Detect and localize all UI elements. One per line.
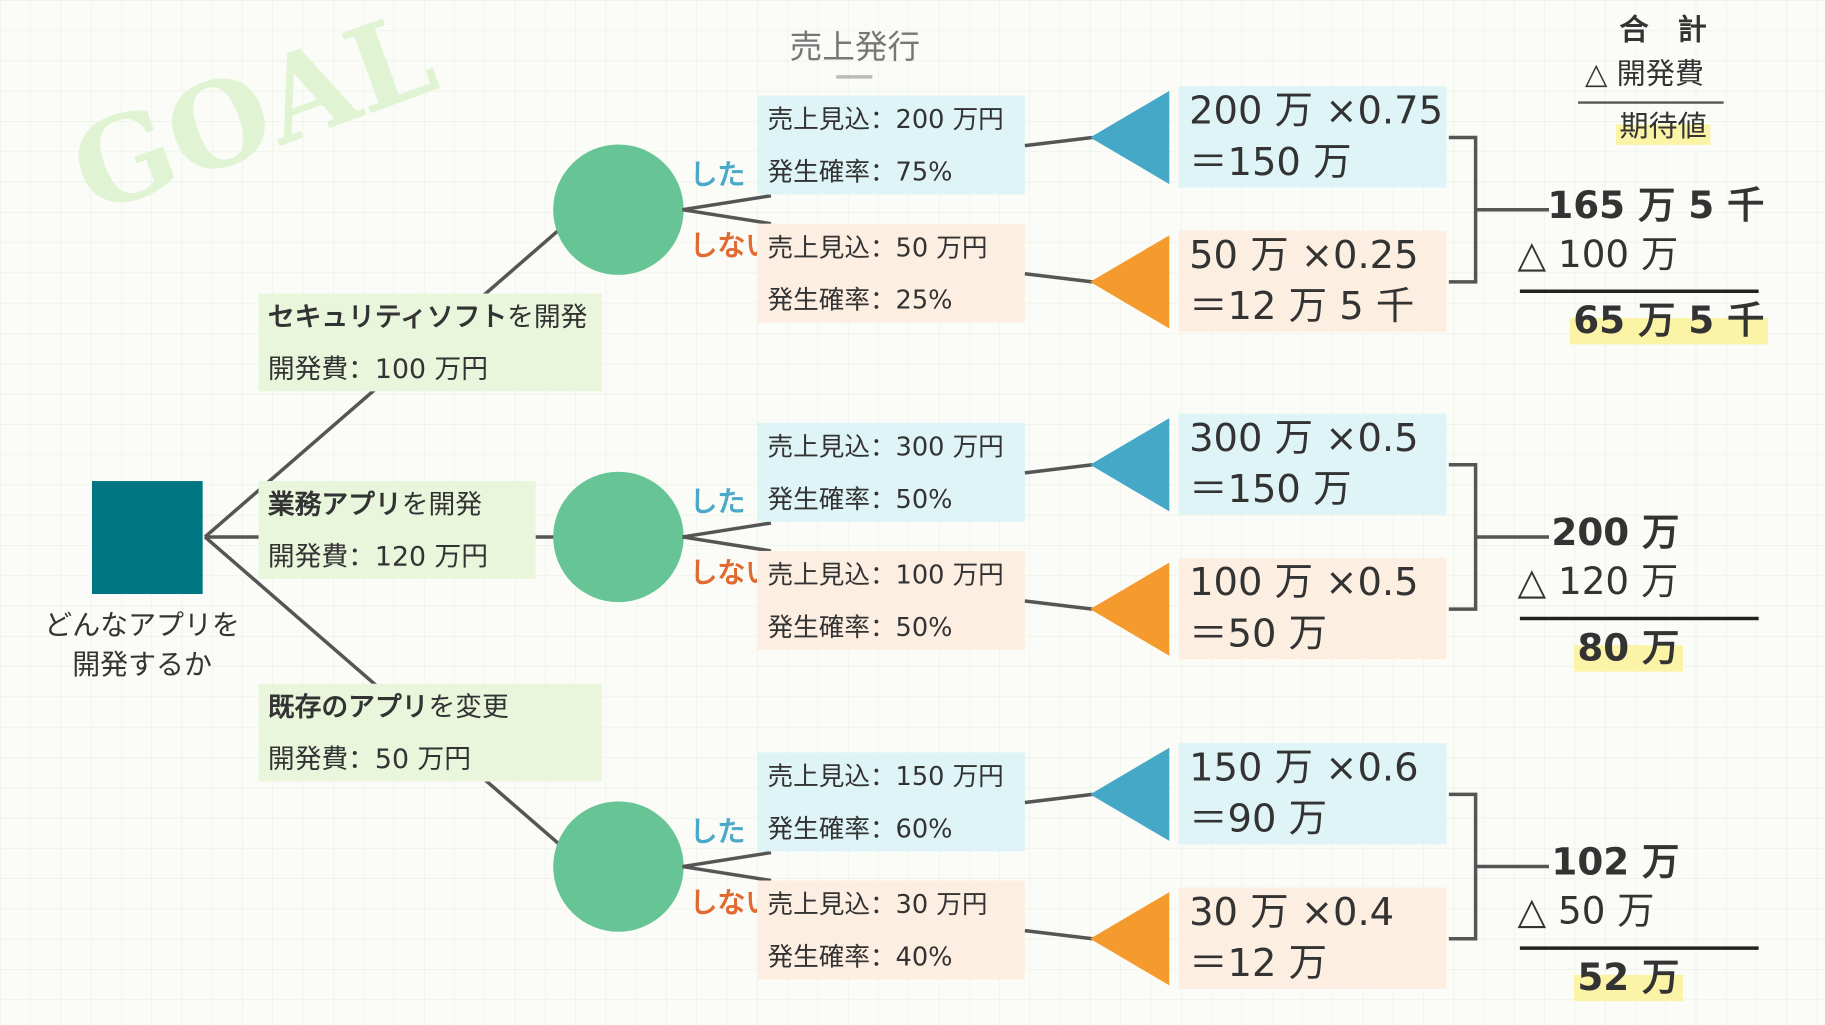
result-line bbox=[1024, 135, 1093, 148]
highlight bbox=[1573, 974, 1683, 1002]
branch-line bbox=[682, 193, 772, 212]
calc-line: 200 万 ×0.75 bbox=[1189, 89, 1443, 134]
calc-box bbox=[1178, 86, 1447, 188]
branch-sales: 売上見込：200 万円 bbox=[768, 105, 1004, 135]
result-line bbox=[1024, 792, 1093, 805]
branch-probability: 発生確率：40% bbox=[768, 943, 953, 973]
summary-header-total: 合 計 bbox=[1619, 13, 1706, 47]
end-node bbox=[1090, 418, 1170, 512]
calc-line: ＝12 万 bbox=[1189, 941, 1327, 986]
branch-probability: 発生確率：60% bbox=[768, 814, 953, 844]
option-box bbox=[258, 481, 536, 579]
option-name: セキュリティソフトを開発 bbox=[268, 302, 588, 333]
calc-line: 30 万 ×0.4 bbox=[1189, 890, 1394, 935]
bracket bbox=[1448, 135, 1549, 284]
chance-node bbox=[553, 144, 684, 275]
summary-total: 102 万 bbox=[1551, 840, 1679, 884]
calc-line: 100 万 ×0.5 bbox=[1189, 560, 1418, 605]
calc-box bbox=[1178, 230, 1447, 332]
option-name-suffix: を変更 bbox=[428, 692, 508, 723]
branch-box bbox=[757, 550, 1025, 650]
highlight bbox=[1569, 317, 1768, 345]
option-cost: 開発費：100 万円 bbox=[268, 354, 488, 385]
calc-line: ＝12 万 5 千 bbox=[1189, 284, 1414, 329]
column-header: 売上発行 bbox=[790, 28, 920, 66]
branch-line bbox=[682, 850, 772, 869]
option-name-bold: セキュリティソフト bbox=[268, 302, 507, 333]
highlight bbox=[1573, 645, 1683, 672]
calc-box bbox=[1178, 413, 1447, 515]
option-name-bold: 既存のアプリ bbox=[268, 692, 429, 723]
branch-label: した bbox=[689, 485, 745, 518]
summary-header-expected: 期待値 bbox=[1619, 109, 1706, 143]
branch-box bbox=[757, 880, 1025, 980]
branch-label: した bbox=[689, 815, 745, 848]
branch-box bbox=[757, 223, 1025, 323]
end-node bbox=[1090, 562, 1170, 656]
calc-line: ＝150 万 bbox=[1189, 467, 1351, 512]
summary-total: 165 万 5 千 bbox=[1547, 183, 1764, 227]
branch-probability: 発生確率：50% bbox=[768, 613, 953, 643]
calc-box bbox=[1178, 743, 1447, 845]
result-line bbox=[1024, 599, 1093, 611]
summary-cost: △ 50 万 bbox=[1518, 889, 1655, 933]
result-line bbox=[1024, 463, 1093, 475]
branch-probability: 発生確率：25% bbox=[768, 286, 953, 316]
branch-probability: 発生確率：50% bbox=[768, 485, 953, 515]
branch-sales: 売上見込：150 万円 bbox=[768, 762, 1004, 792]
calc-line: ＝150 万 bbox=[1189, 140, 1351, 185]
calc-box bbox=[1178, 887, 1447, 989]
summary-total: 200 万 bbox=[1551, 510, 1679, 554]
calc-line: ＝50 万 bbox=[1189, 611, 1327, 656]
branch-sales: 売上見込：30 万円 bbox=[768, 890, 988, 920]
calc-line: ＝90 万 bbox=[1189, 797, 1327, 842]
branch-box bbox=[757, 422, 1025, 522]
root-label: 開発するか bbox=[72, 648, 212, 681]
branch-probability: 発生確率：75% bbox=[768, 158, 953, 188]
result-line bbox=[1024, 272, 1093, 284]
branch-sales: 売上見込：100 万円 bbox=[768, 561, 1004, 591]
root-label: どんなアプリを bbox=[44, 609, 240, 642]
branch-label: した bbox=[689, 158, 745, 191]
chance-node bbox=[553, 471, 684, 603]
summary-expected: 80 万 bbox=[1577, 625, 1679, 669]
summary-cost: △ 100 万 bbox=[1518, 232, 1679, 276]
end-node bbox=[1090, 747, 1170, 841]
calc-line: 150 万 ×0.6 bbox=[1189, 745, 1418, 790]
branch-box bbox=[757, 95, 1025, 195]
option-cost: 開発費：50 万円 bbox=[268, 744, 471, 775]
end-node bbox=[1090, 90, 1170, 185]
branch-line bbox=[682, 521, 772, 539]
summary-cost: △ 120 万 bbox=[1518, 559, 1679, 603]
root-node bbox=[92, 481, 203, 595]
calc-line: 50 万 ×0.25 bbox=[1189, 233, 1418, 278]
summary-expected: 52 万 bbox=[1577, 955, 1679, 999]
option-name-suffix: を開発 bbox=[507, 302, 587, 333]
option-name: 既存のアプリを変更 bbox=[268, 692, 509, 723]
bracket bbox=[1448, 463, 1549, 611]
branch-line bbox=[682, 535, 772, 553]
option-box bbox=[258, 293, 603, 392]
branch-line bbox=[682, 207, 772, 226]
option-name-bold: 業務アプリ bbox=[268, 489, 402, 520]
calc-line: 300 万 ×0.5 bbox=[1189, 416, 1418, 461]
result-line bbox=[1024, 928, 1093, 941]
summary-expected: 65 万 5 千 bbox=[1573, 298, 1764, 342]
branch-box bbox=[757, 752, 1025, 852]
chance-node bbox=[553, 801, 684, 932]
option-cost: 開発費：120 万円 bbox=[268, 541, 488, 572]
option-box bbox=[258, 683, 603, 782]
summary-header-cost: △ 開発費 bbox=[1585, 57, 1704, 91]
branch-sales: 売上見込：300 万円 bbox=[768, 432, 1004, 462]
option-name: 業務アプリを開発 bbox=[268, 489, 482, 520]
calc-box bbox=[1178, 557, 1447, 660]
branch-line bbox=[682, 864, 772, 883]
highlight bbox=[1615, 124, 1711, 145]
bracket bbox=[1448, 792, 1549, 941]
option-name-suffix: を開発 bbox=[402, 489, 482, 520]
end-node bbox=[1090, 235, 1170, 329]
branch-sales: 売上見込：50 万円 bbox=[768, 233, 988, 263]
end-node bbox=[1090, 892, 1170, 986]
